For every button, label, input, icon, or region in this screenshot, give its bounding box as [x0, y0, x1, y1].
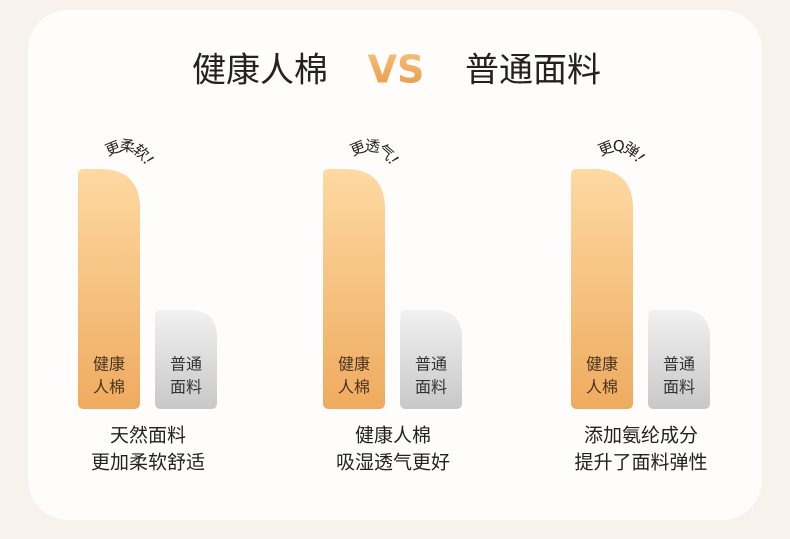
title-vs: VS [368, 48, 425, 92]
tall-bar-label: 人棉 [93, 378, 125, 397]
short-bar-label: 面料 [415, 378, 447, 397]
caption: 更加柔软舒适 [91, 452, 205, 474]
caption: 吸湿透气更好 [336, 452, 450, 474]
title-left: 健康人棉 [192, 51, 328, 91]
caption: 添加氨纶成分 [584, 425, 698, 447]
short-bar [400, 310, 462, 409]
tall-bar-label: 健康 [338, 355, 370, 374]
caption: 天然面料 [110, 425, 186, 447]
tall-bar [323, 169, 385, 409]
short-bar-label: 面料 [170, 378, 202, 397]
tall-bar-label: 健康 [586, 355, 618, 374]
short-bar [155, 310, 217, 409]
tall-bar [571, 169, 633, 409]
tall-bar-label: 健康 [93, 355, 125, 374]
short-bar [648, 310, 710, 409]
tall-bar-label: 人棉 [586, 378, 618, 397]
caption: 健康人棉 [355, 425, 431, 447]
tall-bar-label: 人棉 [338, 378, 370, 397]
tall-bar [78, 169, 140, 409]
title-right: 普通面料 [465, 51, 601, 91]
caption: 提升了面料弹性 [574, 452, 707, 474]
short-bar-label: 面料 [663, 378, 695, 397]
short-bar-label: 普通 [170, 355, 202, 374]
short-bar-label: 普通 [415, 355, 447, 374]
short-bar-label: 普通 [663, 355, 695, 374]
